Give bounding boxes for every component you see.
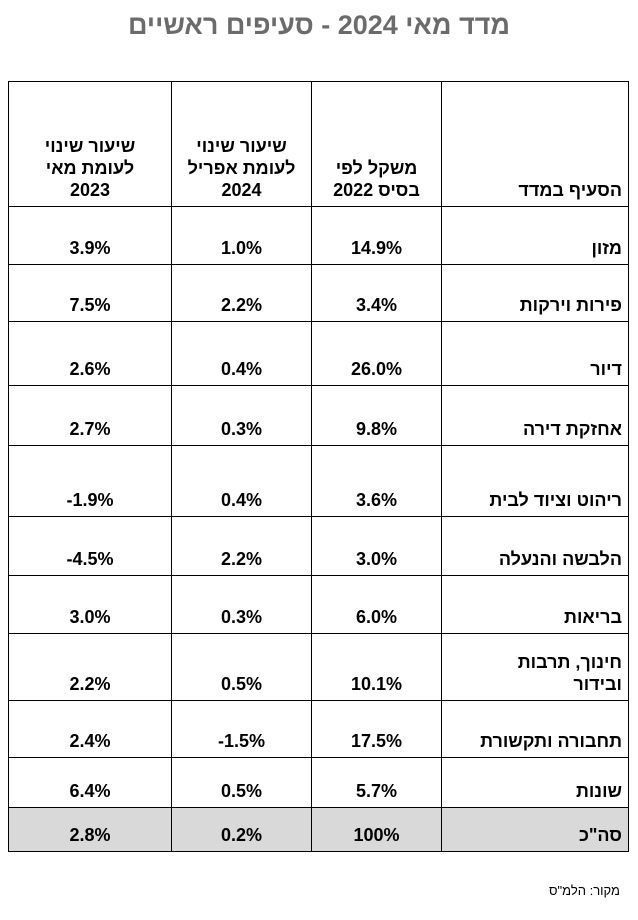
row-category: הלבשה והנעלה — [441, 516, 629, 576]
row-weight: 3.4% — [311, 264, 442, 322]
cpi-table: הסעיף במדד משקל לפי בסיס 2022 שיעור שינו… — [8, 81, 629, 852]
table-total-row: סה"כ 100% 0.2% 2.8% — [8, 807, 629, 852]
row-weight: 3.6% — [311, 445, 442, 517]
row-yearly-change: 6.4% — [8, 757, 172, 808]
row-weight: 3.0% — [311, 516, 442, 576]
total-yearly-change: 2.8% — [8, 807, 172, 852]
row-category: ריהוט וציוד לבית — [441, 445, 629, 517]
row-monthly-change: 0.3% — [171, 575, 312, 634]
table-row: חינוך, תרבות ובידור 10.1% 0.5% 2.2% — [8, 633, 629, 701]
row-yearly-change: -4.5% — [8, 516, 172, 576]
table-row: שונות 5.7% 0.5% 6.4% — [8, 757, 629, 808]
row-monthly-change: 2.2% — [171, 516, 312, 576]
row-yearly-change: 2.4% — [8, 700, 172, 758]
table-row: ריהוט וציוד לבית 3.6% 0.4% -1.9% — [8, 445, 629, 517]
row-category: פירות וירקות — [441, 264, 629, 322]
header-yearly-change: שיעור שינוי לעומת מאי 2023 — [8, 81, 172, 207]
page-title: מדד מאי 2024 - סעיפים ראשיים — [128, 10, 510, 40]
row-weight: 26.0% — [311, 321, 442, 386]
header-weight: משקל לפי בסיס 2022 — [311, 81, 442, 207]
row-category: בריאות — [441, 575, 629, 634]
row-weight: 17.5% — [311, 700, 442, 758]
table-row: בריאות 6.0% 0.3% 3.0% — [8, 575, 629, 634]
row-yearly-change: 2.6% — [8, 321, 172, 386]
row-yearly-change: 2.7% — [8, 385, 172, 446]
row-category: דיור — [441, 321, 629, 386]
row-monthly-change: 0.4% — [171, 445, 312, 517]
row-category: אחזקת דירה — [441, 385, 629, 446]
total-category: סה"כ — [441, 807, 629, 852]
row-yearly-change: 3.9% — [8, 206, 172, 265]
row-category: חינוך, תרבות ובידור — [441, 633, 629, 701]
row-monthly-change: 2.2% — [171, 264, 312, 322]
table-row: מזון 14.9% 1.0% 3.9% — [8, 206, 629, 265]
total-monthly-change: 0.2% — [171, 807, 312, 852]
row-yearly-change: -1.9% — [8, 445, 172, 517]
row-weight: 14.9% — [311, 206, 442, 265]
table-row: תחבורה ותקשורת 17.5% -1.5% 2.4% — [8, 700, 629, 758]
table-row: דיור 26.0% 0.4% 2.6% — [8, 321, 629, 386]
table-row: אחזקת דירה 9.8% 0.3% 2.7% — [8, 385, 629, 446]
row-weight: 6.0% — [311, 575, 442, 634]
table-header-row: הסעיף במדד משקל לפי בסיס 2022 שיעור שינו… — [8, 81, 629, 207]
row-weight: 10.1% — [311, 633, 442, 701]
row-monthly-change: 1.0% — [171, 206, 312, 265]
row-monthly-change: -1.5% — [171, 700, 312, 758]
row-category: תחבורה ותקשורת — [441, 700, 629, 758]
source-note: מקור: הלמ"ס — [549, 883, 620, 898]
row-category: שונות — [441, 757, 629, 808]
row-monthly-change: 0.5% — [171, 757, 312, 808]
header-category: הסעיף במדד — [441, 81, 629, 207]
row-monthly-change: 0.4% — [171, 321, 312, 386]
row-weight: 9.8% — [311, 385, 442, 446]
header-monthly-change: שיעור שינוי לעומת אפריל 2024 — [171, 81, 312, 207]
table-row: פירות וירקות 3.4% 2.2% 7.5% — [8, 264, 629, 322]
row-category: מזון — [441, 206, 629, 265]
table-row: הלבשה והנעלה 3.0% 2.2% -4.5% — [8, 516, 629, 576]
total-weight: 100% — [311, 807, 442, 852]
row-yearly-change: 3.0% — [8, 575, 172, 634]
row-monthly-change: 0.3% — [171, 385, 312, 446]
row-monthly-change: 0.5% — [171, 633, 312, 701]
row-yearly-change: 2.2% — [8, 633, 172, 701]
row-yearly-change: 7.5% — [8, 264, 172, 322]
row-weight: 5.7% — [311, 757, 442, 808]
